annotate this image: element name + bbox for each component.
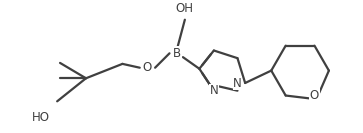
Text: B: B: [173, 47, 181, 60]
Text: OH: OH: [176, 2, 194, 15]
Text: HO: HO: [32, 111, 49, 124]
Text: O: O: [143, 61, 152, 74]
Text: N: N: [209, 84, 218, 97]
Text: N: N: [233, 76, 242, 90]
Text: O: O: [310, 89, 319, 102]
